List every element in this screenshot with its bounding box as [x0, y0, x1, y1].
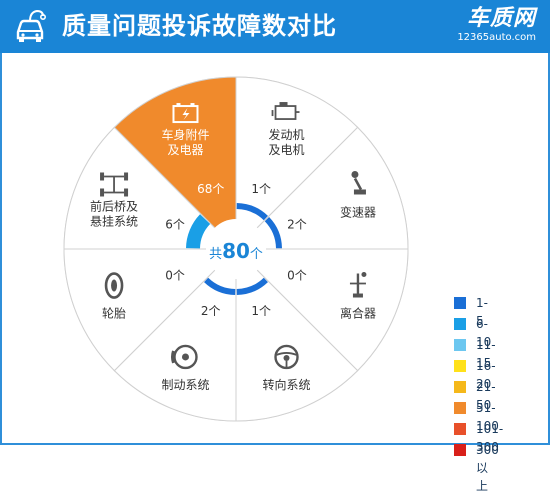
ring-arc-5 — [204, 277, 236, 295]
sector-count-label: 6个 — [165, 218, 185, 232]
sector-7 — [63, 126, 238, 250]
sector-name-label: 悬挂系统 — [90, 214, 138, 228]
steering-wheel-icon — [274, 344, 299, 370]
sector-4 — [235, 247, 359, 422]
sector-3 — [234, 248, 409, 372]
legend-label: 51-100 — [476, 401, 499, 433]
gear-shifter-icon — [351, 170, 366, 195]
sector-name-label: 前后桥及 — [90, 198, 138, 213]
sector-name-label: 变速器 — [340, 204, 376, 219]
axle-icon — [100, 172, 129, 197]
car-stethoscope-icon — [16, 9, 46, 42]
legend-swatch — [454, 444, 466, 456]
legend-label: 11-15 — [476, 338, 496, 370]
sector-2 — [234, 126, 409, 250]
legend-swatch — [454, 297, 466, 309]
total-count: 共80个 — [209, 239, 263, 263]
sector-name-label: 制动系统 — [161, 378, 209, 392]
sector-count-label: 2个 — [287, 218, 307, 232]
brand-site: 12365auto.com — [457, 32, 536, 43]
sector-8 — [113, 76, 237, 251]
sector-count-label: 0个 — [287, 268, 307, 282]
sector-name-label: 转向系统 — [263, 377, 311, 392]
center-disc — [206, 219, 266, 279]
legend-swatch — [454, 402, 466, 414]
legend-label: 21-50 — [476, 380, 496, 412]
ring-arc-7 — [186, 214, 211, 249]
legend-label: 16-20 — [476, 359, 496, 391]
legend-label: 300以上 — [476, 443, 499, 493]
engine-icon — [271, 102, 300, 120]
brand-name: 车质网 — [466, 6, 536, 31]
tire-icon — [104, 272, 124, 299]
sector-5 — [113, 247, 237, 422]
brand-logo: 车质网 12365auto.com — [457, 6, 536, 44]
sector-name-label: 离合器 — [340, 306, 376, 321]
header-bar: 质量问题投诉故障数对比 车质网 12365auto.com — [0, 0, 550, 53]
sector-count-label: 1个 — [251, 304, 271, 318]
legend-swatch — [454, 360, 466, 372]
sector-name-label: 轮胎 — [102, 307, 126, 321]
legend-swatch — [454, 339, 466, 351]
legend-label: 1-5 — [476, 296, 488, 328]
legend-swatch — [454, 423, 466, 435]
sector-count-label: 68个 — [197, 182, 224, 196]
ring-arc-2 — [264, 217, 282, 249]
sector-count-label: 0个 — [165, 268, 185, 282]
sector-1 — [235, 76, 359, 251]
battery-icon — [172, 103, 199, 124]
sector-count-label: 1个 — [251, 182, 271, 196]
sector-name-label: 发动机 — [269, 127, 305, 142]
clutch-icon — [349, 272, 367, 298]
sector-count-label: 2个 — [201, 304, 221, 318]
legend-swatch — [454, 318, 466, 330]
sector-name-label: 及电器 — [167, 143, 203, 157]
brake-disc-icon — [170, 344, 198, 370]
sector-name-label: 车身附件 — [161, 127, 209, 142]
page-title: 质量问题投诉故障数对比 — [62, 12, 337, 40]
legend-label: 6-10 — [476, 317, 492, 349]
ring-arc-1 — [236, 203, 268, 221]
sector-name-label: 及电机 — [269, 143, 305, 157]
ring-arc-4 — [236, 277, 268, 295]
chart-frame — [0, 0, 550, 445]
legend-swatch — [454, 381, 466, 393]
